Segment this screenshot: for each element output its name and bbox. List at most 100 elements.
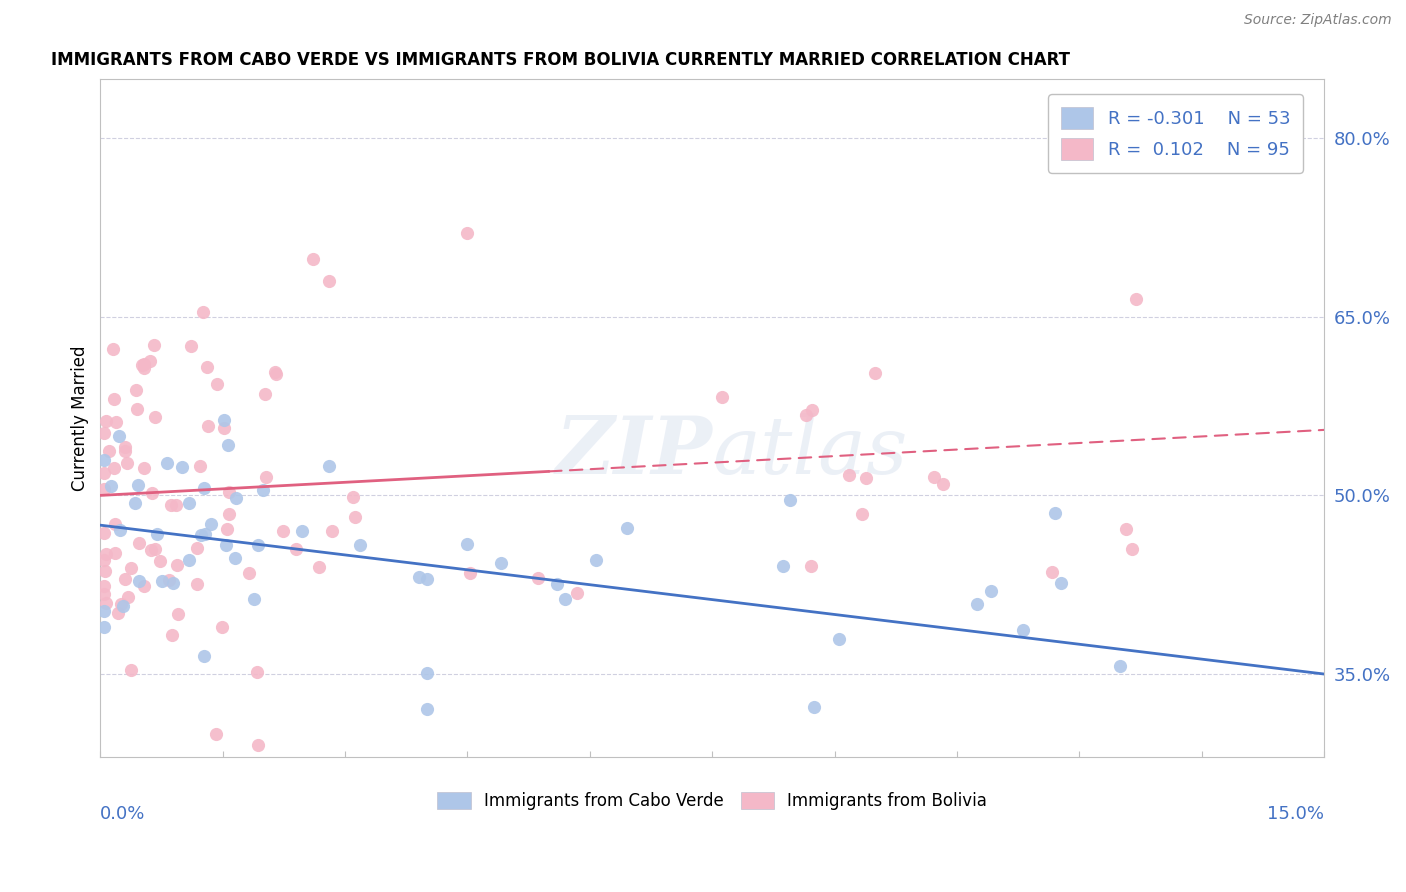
Point: [186, 541, 208, 555]
Point: [105, 415, 128, 429]
Point: [94, 547, 117, 561]
Point: [246, 665, 269, 679]
Point: [132, 358, 155, 372]
Point: [160, 498, 183, 512]
Point: [134, 579, 156, 593]
Point: [616, 521, 638, 535]
Point: [308, 560, 330, 574]
Point: [1115, 522, 1137, 536]
Point: [103, 460, 125, 475]
Point: [855, 471, 877, 485]
Text: Source: ZipAtlas.com: Source: ZipAtlas.com: [1244, 13, 1392, 28]
Point: [104, 546, 127, 560]
Point: [93, 482, 115, 496]
Point: [104, 516, 127, 531]
Point: [150, 574, 173, 588]
Point: [93, 604, 115, 618]
Point: [143, 541, 166, 556]
Text: 0.0%: 0.0%: [100, 805, 146, 823]
Point: [291, 524, 314, 538]
Point: [93, 525, 115, 540]
Point: [218, 508, 240, 522]
Point: [93, 620, 115, 634]
Point: [803, 700, 825, 714]
Point: [125, 383, 148, 397]
Point: [177, 553, 200, 567]
Point: [851, 507, 873, 521]
Point: [264, 367, 287, 381]
Point: [128, 574, 150, 589]
Point: [160, 627, 183, 641]
Text: atlas: atlas: [713, 413, 908, 491]
Point: [193, 481, 215, 495]
Point: [193, 305, 215, 319]
Point: [148, 554, 170, 568]
Legend: Immigrants from Cabo Verde, Immigrants from Bolivia: Immigrants from Cabo Verde, Immigrants f…: [430, 786, 994, 817]
Point: [342, 491, 364, 505]
Point: [132, 460, 155, 475]
Point: [343, 510, 366, 524]
Point: [796, 408, 818, 422]
Point: [966, 597, 988, 611]
Point: [186, 577, 208, 591]
Point: [218, 484, 240, 499]
Point: [1050, 576, 1073, 591]
Point: [172, 460, 194, 475]
Point: [93, 553, 115, 567]
Point: [93, 564, 115, 578]
Point: [146, 526, 169, 541]
Point: [120, 663, 142, 677]
Text: ZIP: ZIP: [555, 413, 713, 491]
Point: [349, 538, 371, 552]
Point: [321, 524, 343, 538]
Point: [1109, 659, 1132, 673]
Point: [252, 483, 274, 497]
Point: [302, 252, 325, 266]
Point: [224, 550, 246, 565]
Point: [1125, 292, 1147, 306]
Text: 15.0%: 15.0%: [1267, 805, 1324, 823]
Point: [115, 456, 138, 470]
Point: [132, 360, 155, 375]
Point: [111, 599, 134, 613]
Point: [247, 538, 270, 552]
Point: [1043, 506, 1066, 520]
Point: [127, 401, 149, 416]
Point: [242, 591, 264, 606]
Point: [128, 536, 150, 550]
Point: [456, 536, 478, 550]
Point: [93, 453, 115, 467]
Point: [1040, 565, 1063, 579]
Point: [1121, 541, 1143, 556]
Point: [711, 390, 734, 404]
Point: [180, 339, 202, 353]
Point: [800, 403, 823, 417]
Point: [254, 387, 277, 401]
Point: [143, 409, 166, 424]
Point: [922, 470, 945, 484]
Point: [96, 414, 118, 428]
Point: [179, 496, 201, 510]
Point: [554, 591, 576, 606]
Point: [190, 528, 212, 542]
Point: [225, 491, 247, 505]
Point: [127, 478, 149, 492]
Point: [157, 573, 180, 587]
Point: [131, 358, 153, 372]
Point: [197, 419, 219, 434]
Y-axis label: Currently Married: Currently Married: [72, 345, 89, 491]
Point: [215, 538, 238, 552]
Point: [546, 576, 568, 591]
Point: [114, 443, 136, 458]
Point: [93, 426, 115, 441]
Point: [100, 478, 122, 492]
Point: [194, 526, 217, 541]
Point: [124, 495, 146, 509]
Point: [415, 572, 437, 586]
Point: [238, 566, 260, 581]
Point: [456, 227, 478, 241]
Point: [107, 606, 129, 620]
Point: [117, 591, 139, 605]
Point: [800, 559, 823, 574]
Point: [188, 458, 211, 473]
